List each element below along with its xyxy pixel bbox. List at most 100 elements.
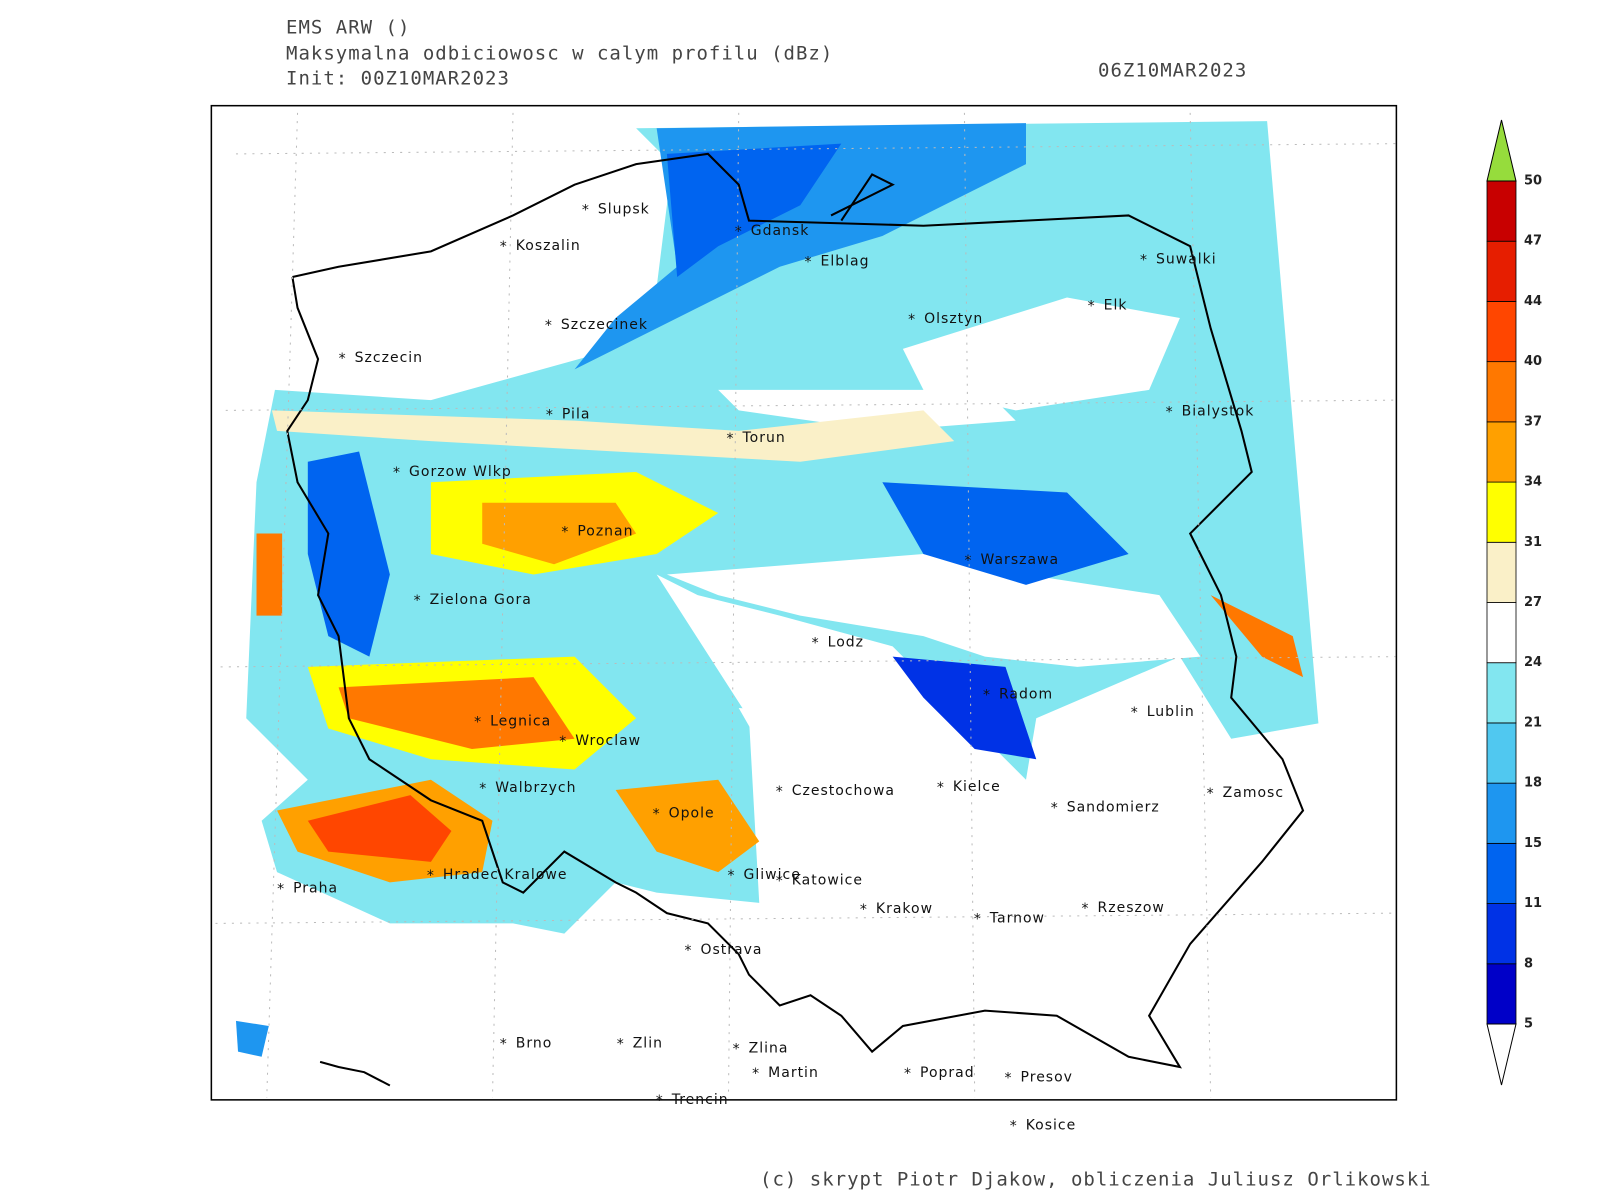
- legend-swatch: [1486, 602, 1517, 664]
- city-marker: *: [1010, 1119, 1018, 1135]
- city-label: Pila: [562, 407, 591, 423]
- city-label: Torun: [742, 430, 786, 446]
- legend-over: [1486, 119, 1517, 182]
- legend-label: 34: [1524, 475, 1542, 490]
- legend-swatch: [1486, 842, 1517, 904]
- city-label: Tarnow: [989, 910, 1045, 926]
- legend-label: 5: [1524, 1017, 1533, 1032]
- legend-label: 40: [1524, 354, 1542, 369]
- model-title: EMS ARW (): [286, 17, 410, 39]
- city-marker: *: [1051, 800, 1059, 816]
- city-marker: *: [500, 1036, 508, 1052]
- city-marker: *: [500, 239, 508, 255]
- city-marker: *: [727, 431, 735, 447]
- legend-swatch: [1486, 361, 1517, 423]
- legend-label: 47: [1524, 234, 1542, 249]
- city-marker: *: [414, 593, 422, 609]
- city-marker: *: [427, 868, 435, 884]
- city-marker: *: [1082, 901, 1090, 917]
- city-marker: *: [1207, 786, 1215, 802]
- city-label: Krakow: [876, 901, 933, 917]
- init-time: Init: 00Z10MAR2023: [286, 68, 510, 90]
- city-label: Zamosc: [1223, 785, 1284, 801]
- credits: (c) skrypt Piotr Djakow, obliczenia Juli…: [760, 1169, 1432, 1191]
- city-marker: *: [479, 781, 487, 797]
- legend-swatch: [1486, 903, 1517, 965]
- city-label: Rzeszow: [1098, 900, 1165, 916]
- city-label: Zlin: [633, 1035, 663, 1051]
- city-marker: *: [804, 255, 812, 271]
- city-label: Presov: [1021, 1069, 1073, 1085]
- field-title: Maksymalna odbiciowosc w calym profilu (…: [286, 43, 833, 65]
- legend-under: [1486, 1023, 1517, 1086]
- city-marker: *: [752, 1066, 760, 1082]
- legend-swatch: [1486, 180, 1517, 242]
- valid-time: 06Z10MAR2023: [1098, 60, 1247, 82]
- city-label: Walbrzych: [495, 780, 576, 796]
- legend-label: 18: [1524, 776, 1542, 791]
- legend-swatch: [1486, 481, 1517, 543]
- city-label: Elk: [1104, 298, 1128, 314]
- city-marker: *: [559, 734, 567, 750]
- city-marker: *: [733, 1042, 741, 1058]
- legend-label: 27: [1524, 595, 1542, 610]
- city-label: Olsztyn: [924, 311, 983, 327]
- legend-label: 21: [1524, 715, 1542, 730]
- city-label: Poznan: [577, 523, 633, 539]
- city-marker: *: [974, 911, 982, 927]
- city-marker: *: [965, 553, 973, 569]
- city-label: Ostrava: [700, 942, 762, 958]
- city-marker: *: [1005, 1070, 1013, 1086]
- city-label: Poprad: [920, 1065, 975, 1081]
- city-marker: *: [860, 902, 868, 918]
- city-marker: *: [983, 688, 991, 704]
- city-label: Warszawa: [981, 552, 1060, 568]
- legend-swatch: [1486, 541, 1517, 603]
- city-label: Bialystok: [1182, 403, 1255, 419]
- map-area: [210, 104, 1398, 1101]
- city-label: Wroclaw: [575, 733, 641, 749]
- legend-swatch: [1486, 421, 1517, 483]
- legend-swatch: [1486, 240, 1517, 302]
- city-label: Hradec Kralowe: [443, 867, 568, 883]
- legend-label: 24: [1524, 655, 1542, 670]
- city-label: Lodz: [828, 634, 864, 650]
- city-marker: *: [735, 224, 743, 240]
- city-label: Legnica: [490, 713, 551, 729]
- city-marker: *: [277, 882, 285, 898]
- city-label: Radom: [999, 687, 1053, 703]
- reflectivity-field: [215, 112, 1396, 1098]
- city-label: Gdansk: [751, 223, 810, 239]
- city-marker: *: [776, 784, 784, 800]
- city-marker: *: [904, 1066, 912, 1082]
- city-label: Gorzow Wlkp: [409, 464, 512, 480]
- legend-label: 31: [1524, 535, 1542, 550]
- city-label: Kosice: [1026, 1118, 1077, 1134]
- legend-label: 44: [1524, 294, 1542, 309]
- city-label: Elblag: [820, 254, 869, 270]
- city-label: Zielona Gora: [430, 592, 532, 608]
- city-label: Lublin: [1147, 704, 1195, 720]
- city-label: Kielce: [953, 779, 1001, 795]
- legend-label: 15: [1524, 836, 1542, 851]
- legend-swatch: [1486, 662, 1517, 724]
- city-marker: *: [1131, 705, 1139, 721]
- city-marker: *: [812, 635, 820, 651]
- city-label: Koszalin: [516, 238, 581, 254]
- city-marker: *: [1088, 299, 1096, 315]
- city-label: Szczecinek: [561, 317, 648, 333]
- city-label: Sandomierz: [1067, 799, 1160, 815]
- city-marker: *: [656, 1093, 664, 1109]
- city-marker: *: [545, 318, 553, 334]
- city-label: Brno: [516, 1035, 553, 1051]
- city-marker: *: [617, 1036, 625, 1052]
- city-label: Slupsk: [598, 201, 650, 217]
- city-marker: *: [653, 807, 661, 823]
- city-label: Czestochowa: [792, 783, 895, 799]
- legend-swatch: [1486, 301, 1517, 363]
- city-marker: *: [582, 202, 590, 218]
- city-label: Suwalki: [1156, 252, 1217, 268]
- city-marker: *: [561, 524, 569, 540]
- map-frame: [210, 104, 1398, 1101]
- city-label: Martin: [768, 1065, 819, 1081]
